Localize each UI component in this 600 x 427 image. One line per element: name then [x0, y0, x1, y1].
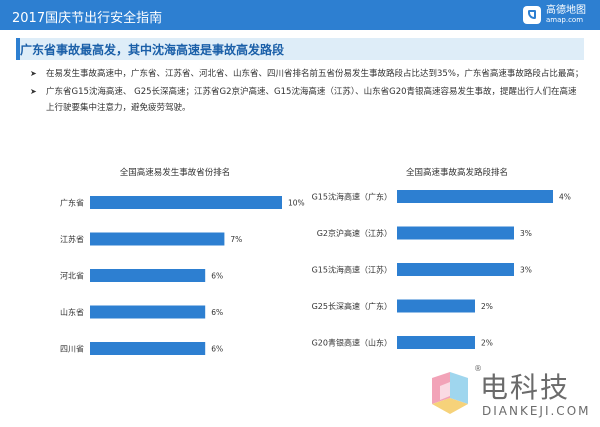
watermark-cn: 电科技 — [480, 371, 571, 404]
chart-title-road-sections: 全国高速事故高发路段排名 — [406, 167, 508, 178]
road-category-label: G25长深高速（广东） — [312, 301, 392, 311]
road-bar — [397, 263, 514, 276]
province-bar — [90, 342, 206, 355]
province-bar — [90, 305, 206, 319]
bullet-item: ➤ 广东省G15沈海高速、 G25长深高速；江苏省G2京沪高速、G15沈海高速（… — [30, 84, 585, 116]
dianke-logo-icon — [432, 372, 468, 414]
amap-logo-icon — [523, 6, 541, 24]
road-value-label: 4% — [559, 193, 571, 202]
bullet-text: 广东省G15沈海高速、 G25长深高速；江苏省G2京沪高速、G15沈海高速（江苏… — [46, 87, 577, 113]
brand-logo: 高德地图 amap.com — [523, 4, 586, 26]
arrow-bullet-icon: ➤ — [30, 69, 37, 78]
province-category-label: 河北省 — [60, 271, 84, 281]
road-bar — [397, 190, 553, 203]
chart-provinces: 广东省 10% 江苏省 7% 河北省 6% 山东省 6% 四川省 6% — [60, 196, 305, 355]
province-category-label: 四川省 — [60, 344, 84, 354]
page-title: 2017国庆节出行安全指南 — [12, 11, 163, 26]
province-value-label: 7% — [230, 235, 242, 244]
province-category-label: 江苏省 — [60, 234, 84, 244]
bullet-list: ➤ 在易发生事故高速中，广东省、江苏省、河北省、山东省、四川省排名前五省份易发生… — [30, 66, 585, 118]
road-category-label: G20青银高速（山东） — [312, 338, 392, 348]
bullet-item: ➤ 在易发生事故高速中，广东省、江苏省、河北省、山东省、四川省排名前五省份易发生… — [30, 66, 585, 82]
road-value-label: 3% — [520, 266, 532, 275]
subtitle-accent — [16, 38, 20, 60]
road-category-label: G15沈海高速（江苏） — [312, 265, 392, 275]
road-value-label: 3% — [520, 229, 532, 238]
road-value-label: 2% — [481, 302, 493, 311]
watermark-en: DIANKEJI.COM — [482, 404, 591, 418]
province-value-label: 6% — [211, 308, 223, 317]
province-value-label: 6% — [211, 272, 223, 281]
watermark-reg-mark: ® — [474, 364, 482, 373]
road-category-label: G15沈海高速（广东） — [312, 192, 392, 202]
road-bar — [397, 336, 475, 349]
subtitle-text: 广东省事故最高发，其中沈海高速是事故高发路段 — [20, 43, 285, 57]
road-category-label: G2京沪高速（江苏） — [317, 228, 392, 238]
province-value-label: 10% — [288, 199, 305, 208]
province-value-label: 6% — [211, 345, 223, 354]
road-bar — [397, 226, 514, 240]
province-category-label: 广东省 — [60, 198, 84, 208]
watermark: ® 电科技 DIANKEJI.COM — [428, 364, 600, 427]
section-subtitle: 广东省事故最高发，其中沈海高速是事故高发路段 — [16, 38, 584, 60]
chart-title-provinces: 全国高速易发生事故省份排名 — [120, 167, 231, 178]
bullet-text: 在易发生事故高速中，广东省、江苏省、河北省、山东省、四川省排名前五省份易发生事故… — [46, 69, 584, 79]
province-category-label: 山东省 — [60, 307, 84, 317]
province-bar — [90, 196, 282, 209]
logo-cn: 高德地图 — [546, 5, 586, 16]
logo-text: 高德地图 amap.com — [546, 6, 586, 24]
province-bar — [90, 269, 206, 282]
logo-en: amap.com — [546, 16, 584, 24]
road-bar — [397, 299, 475, 313]
road-value-label: 2% — [481, 339, 493, 348]
arrow-bullet-icon: ➤ — [30, 87, 37, 96]
province-bar — [90, 232, 225, 246]
chart-road-sections: G15沈海高速（广东） 4% G2京沪高速（江苏） 3% G15沈海高速（江苏） 3% G2… — [312, 190, 571, 349]
header-bar: 2017国庆节出行安全指南 高德地图 amap.com — [0, 0, 600, 30]
